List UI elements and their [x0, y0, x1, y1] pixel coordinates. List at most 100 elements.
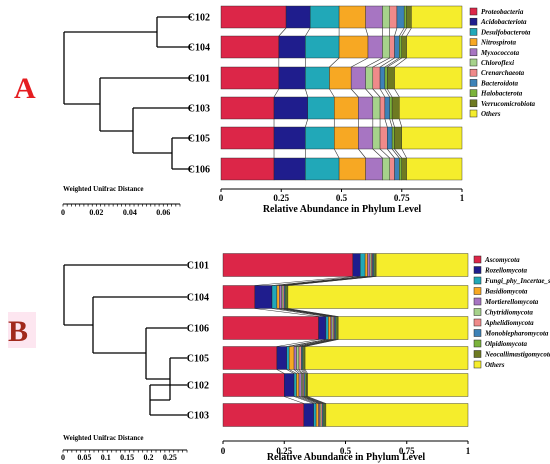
panel-a-connector	[387, 57, 402, 68]
panel-a-bar-C105-8	[391, 126, 395, 150]
panel-a-connector	[394, 88, 400, 98]
panel-b-bar-C102-4	[298, 373, 302, 397]
panel-b-scale-tick-label: 0.05	[77, 453, 91, 462]
panel-b-connector	[302, 369, 306, 374]
panel-b-legend-label: Rozellomycota	[484, 267, 527, 275]
panel-a-bar-C105-9	[394, 126, 402, 150]
panel-a-bar-C103-5	[372, 96, 381, 120]
panel-a-x-tick-label: 0.25	[273, 193, 289, 203]
panel-a-bar-C102-7	[396, 5, 405, 29]
panel-a-legend-label: Bacteroidota	[480, 79, 518, 87]
panel-b-connector	[301, 396, 320, 404]
panel-a-bar-C101-2	[305, 66, 330, 90]
panel-b-sample-label: C103	[187, 411, 209, 422]
panel-a-connector	[394, 27, 398, 37]
panel-a-connector	[365, 27, 369, 37]
panel-b-connector	[306, 396, 325, 404]
panel-a-scale-tick-label: 0.02	[89, 208, 103, 217]
panel-a-bar-C106-4	[365, 157, 383, 181]
panel-b-bar-C106-1	[318, 316, 327, 340]
panel-b-bar-C102-2	[293, 373, 297, 397]
panel-a-sample-label: C104	[188, 43, 210, 54]
panel-a-bar-C103-8	[389, 96, 393, 120]
panel-b-bar-C103-2	[313, 403, 317, 427]
panel-a-bar-C102-3	[338, 5, 366, 29]
panel-a-bar-C101-9	[387, 66, 395, 90]
panel-b-bar-C101-2	[360, 253, 366, 277]
panel-b-connector	[289, 369, 297, 374]
panel-a-x-axis-title: Relative Abundance in Phylum Level	[263, 204, 422, 215]
panel-b-connector	[305, 339, 339, 347]
panel-a-bar-C104-0	[220, 35, 280, 59]
panel-b-connector	[276, 369, 285, 374]
panel-b-legend-label: Aphelidiomycota	[484, 319, 534, 327]
panel-b-bar-C105-10	[304, 346, 469, 370]
panel-a-connector	[372, 88, 381, 98]
panel-a-legend-swatch	[469, 58, 478, 67]
panel-a-legend-swatch	[469, 38, 478, 46]
panel-a-bar-C103-7	[384, 96, 390, 120]
panel-a-bar-C102-2	[309, 5, 340, 29]
panel-a-legend-swatch	[469, 68, 478, 77]
panel-b-bar-C105-6	[298, 346, 302, 370]
panel-b-scale-tick-label: 0.1	[101, 453, 111, 462]
panel-a-bar-C103-4	[358, 96, 374, 120]
panel-b-legend-label: Basidiomycota	[484, 288, 528, 296]
panel-b-connector	[296, 396, 317, 404]
panel-a-connector	[401, 148, 407, 159]
panel-a-bar-C104-5	[382, 35, 390, 59]
panel-a-bar-C106-9	[401, 157, 407, 181]
panel-a-connector	[389, 118, 393, 128]
panel-b-scale-tick-label: 0	[61, 453, 65, 462]
panel-a-bar-C103-3	[334, 96, 359, 120]
panel-a-sample-label: C106	[188, 165, 210, 176]
panel-b-bar-C104-4	[279, 285, 283, 309]
panel-a-bar-C101-1	[278, 66, 306, 90]
panel-b-bar-C106-0	[222, 316, 319, 340]
panel-b-legend-swatch	[473, 276, 482, 285]
panel-a-legend-label: Desulfobacterota	[480, 28, 531, 36]
panel-b-legend-swatch	[473, 360, 482, 369]
panel-b-connector	[302, 396, 322, 404]
panel-b-legend-swatch	[473, 350, 482, 358]
panel-a-bar-C106-1	[273, 157, 306, 181]
panel-a-connector	[391, 148, 400, 159]
panel-a-bar-C102-1	[285, 5, 311, 29]
panel-a-bar-C105-7	[387, 126, 393, 150]
panel-b-bar-C101-10	[375, 253, 469, 277]
panel-b-bar-C103-10	[325, 403, 469, 427]
panel-a-bar-C102-4	[365, 5, 383, 29]
panel-a-bar-C106-0	[220, 157, 275, 181]
panel-a-connector	[329, 57, 340, 68]
panel-a-bar-C102-10	[411, 5, 463, 29]
panel-b-bar-C101-3	[364, 253, 368, 277]
panel-a-connector	[305, 27, 311, 37]
panel-b-legend-swatch	[473, 318, 482, 327]
panel-a-connector	[399, 118, 403, 128]
panel-b-legend-label: Fungi_phy_Incertae_sedis	[485, 277, 550, 285]
panel-a-label: A	[14, 72, 36, 105]
panel-a-connector	[406, 27, 412, 37]
panel-a-legend-swatch	[469, 7, 478, 16]
panel-b-bar-C105-2	[286, 346, 290, 370]
panel-a-bar-C104-9	[401, 35, 407, 59]
panel-b-connector	[271, 308, 326, 317]
panel-b-connector	[287, 308, 339, 317]
panel-a-legend-label: Halobacterota	[480, 90, 523, 98]
panel-b-connector	[287, 276, 377, 286]
panel-b-bar-C104-1	[254, 285, 273, 309]
panel-b-bar-C103-0	[222, 403, 305, 427]
panel-b-bar-C105-0	[222, 346, 278, 370]
panel-b-connector	[276, 308, 329, 317]
panel-a-legend-label: Proteobacteria	[481, 8, 524, 16]
panel-a-bar-C105-4	[358, 126, 374, 150]
panel-a-bar-C102-5	[382, 5, 390, 29]
panel-b-sample-label: C101	[187, 261, 209, 272]
panel-b-sample-label: C105	[187, 354, 209, 365]
panel-b-bar-C106-3	[328, 316, 332, 340]
panel-b-legend-label: Others	[485, 361, 505, 369]
panel-b-connector	[284, 396, 304, 404]
panel-b-legend-swatch	[473, 266, 482, 274]
panel-a-bar-C104-1	[278, 35, 306, 59]
panel-a-connector	[384, 57, 400, 68]
